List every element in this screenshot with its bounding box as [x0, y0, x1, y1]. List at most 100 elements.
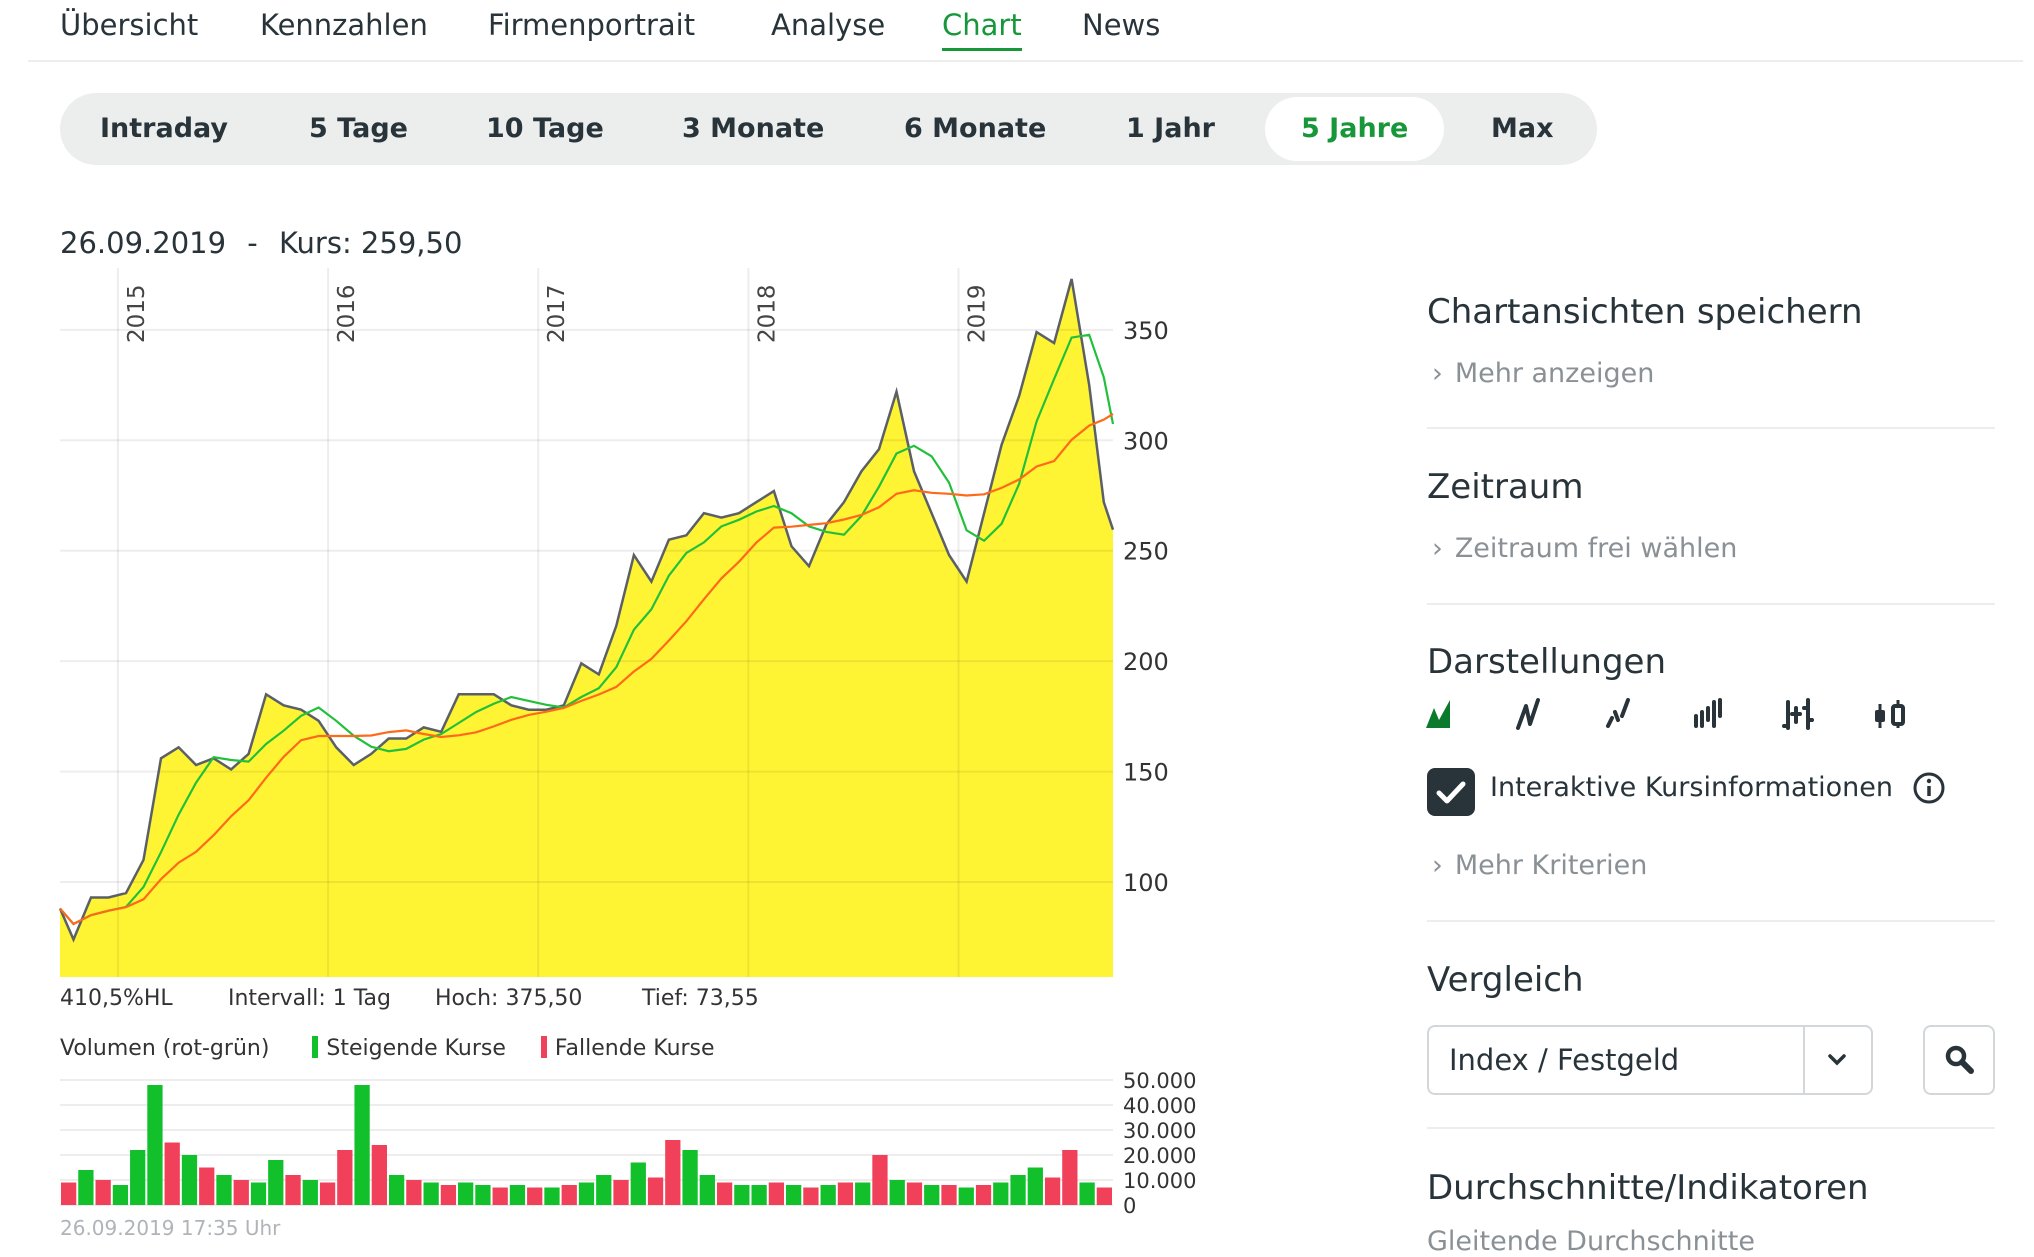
volume-legend: Volumen (rot-grün) Steigende Kurse Falle… [60, 1036, 715, 1061]
period-5-tage[interactable]: 5 Tage [309, 113, 408, 144]
period-intraday[interactable]: Intraday [100, 113, 229, 144]
volume-bar [1044, 1177, 1061, 1205]
volume-bar [993, 1182, 1009, 1205]
zeitraum-link[interactable]: › Zeitraum frei wählen [1432, 533, 1737, 564]
volume-bar [1079, 1182, 1095, 1205]
ohlc-chart-icon[interactable] [1780, 694, 1820, 734]
tab-uebersicht[interactable]: Übersicht [60, 8, 199, 42]
mehr-anzeigen-link[interactable]: › Mehr anzeigen [1432, 358, 1654, 389]
display-title: Darstellungen [1427, 642, 1666, 682]
checkmark-icon [1436, 781, 1466, 804]
volume-bar [130, 1150, 146, 1205]
chart-date: 26.09.2019 [60, 226, 227, 260]
volume-bar [647, 1177, 664, 1205]
volume-bar [250, 1182, 267, 1205]
period-max[interactable]: Max [1491, 113, 1554, 144]
volume-bar [889, 1180, 905, 1205]
y-tick-label: 300 [1123, 427, 1169, 455]
x-tick-label: 2015 [124, 284, 150, 343]
save-views-title: Chartansichten speichern [1427, 292, 1863, 332]
volume-bar [682, 1150, 698, 1205]
bar-chart-icon[interactable] [1690, 694, 1730, 734]
period-6-monate[interactable]: 6 Monate [904, 113, 1047, 144]
volume-bar [734, 1185, 750, 1205]
period-selector: Intraday 5 Tage 10 Tage 3 Monate 6 Monat… [60, 93, 1597, 165]
x-tick-label: 2017 [544, 284, 570, 343]
falling-label: Fallende Kurse [554, 1036, 715, 1061]
volume-bar [751, 1185, 767, 1205]
volume-bar [458, 1182, 474, 1205]
y-tick-label: 200 [1123, 648, 1169, 676]
link-label: Mehr Kriterien [1454, 850, 1648, 881]
mehr-kriterien-link[interactable]: › Mehr Kriterien [1432, 850, 1647, 881]
volume-bar [630, 1162, 646, 1205]
volume-tick-label: 30.000 [1123, 1119, 1196, 1143]
tab-kennzahlen[interactable]: Kennzahlen [260, 8, 428, 42]
volume-bar [216, 1175, 232, 1205]
volume-bar [181, 1155, 198, 1205]
falling-swatch [540, 1036, 547, 1058]
stat-range: 410,5%HL [60, 986, 173, 1011]
volume-bar [1010, 1175, 1026, 1205]
top-nav: Übersicht Kennzahlen Firmenportrait Anal… [28, 0, 2023, 62]
sma-short-line [59, 333, 1115, 926]
sma-long-line [59, 412, 1114, 926]
volume-bar [233, 1180, 249, 1205]
divider [1427, 920, 1995, 922]
compare-search-button[interactable] [1923, 1025, 1995, 1095]
y-tick-label: 150 [1123, 759, 1169, 787]
volume-bar [544, 1187, 560, 1205]
rising-swatch [312, 1036, 319, 1058]
line-chart-icon[interactable] [1512, 694, 1552, 734]
tab-chart[interactable]: Chart [942, 8, 1022, 51]
volume-bar [112, 1185, 129, 1205]
volume-bar [319, 1182, 336, 1205]
mountain-chart-icon[interactable] [1424, 694, 1464, 734]
volume-tick-label: 40.000 [1123, 1094, 1196, 1118]
volume-tick-label: 0 [1123, 1194, 1136, 1215]
link-label: Zeitraum frei wählen [1454, 533, 1738, 564]
compare-select[interactable]: Index / Festgeld [1427, 1025, 1873, 1095]
volume-bar [95, 1180, 111, 1205]
price-line [58, 278, 1115, 943]
volume-bar [803, 1187, 819, 1205]
volume-bar [164, 1142, 180, 1205]
chart-header: 26.09.2019 - Kurs: 259,50 [60, 226, 462, 260]
info-icon[interactable] [1912, 771, 1946, 805]
rising-label: Steigende Kurse [326, 1036, 506, 1061]
volume-tick-label: 20.000 [1123, 1144, 1196, 1168]
volume-bar [147, 1085, 163, 1205]
volume-bar [699, 1175, 715, 1205]
compare-title: Vergleich [1427, 960, 1584, 1000]
volume-bar [61, 1182, 77, 1205]
volume-bar [665, 1140, 681, 1205]
period-3-monate[interactable]: 3 Monate [682, 113, 825, 144]
volume-bar [509, 1185, 526, 1205]
period-10-tage[interactable]: 10 Tage [486, 113, 604, 144]
period-1-jahr[interactable]: 1 Jahr [1126, 113, 1215, 144]
volume-bar [941, 1185, 957, 1205]
volume-bar [406, 1180, 422, 1205]
volume-bar [78, 1170, 94, 1205]
tab-firmenportrait[interactable]: Firmenportrait [488, 8, 696, 42]
volume-bar [440, 1185, 457, 1205]
divider [1427, 603, 1995, 605]
dotted-line-chart-icon[interactable] [1602, 694, 1642, 734]
chevron-right-icon: › [1432, 533, 1443, 564]
volume-bar [475, 1185, 491, 1205]
tab-analyse[interactable]: Analyse [771, 8, 886, 42]
y-tick-label: 100 [1123, 869, 1169, 897]
interactive-info-label: Interaktive Kursinformationen [1490, 772, 1894, 803]
stat-low: Tief: 73,55 [642, 986, 759, 1011]
volume-bar [837, 1182, 854, 1205]
period-5-jahre[interactable]: 5 Jahre [1265, 97, 1445, 161]
tab-news[interactable]: News [1082, 8, 1161, 42]
chart-separator: - [247, 226, 258, 260]
volume-bar [768, 1182, 785, 1205]
interactive-info-checkbox[interactable] [1427, 768, 1475, 816]
candlestick-chart-icon[interactable] [1870, 694, 1910, 734]
price-chart[interactable]: 100 150 200 250 300 350 2015 2016 2017 2018 2019 [0, 260, 1200, 990]
volume-bar [492, 1187, 508, 1205]
indicators-title: Durchschnitte/Indikatoren [1427, 1168, 1869, 1208]
